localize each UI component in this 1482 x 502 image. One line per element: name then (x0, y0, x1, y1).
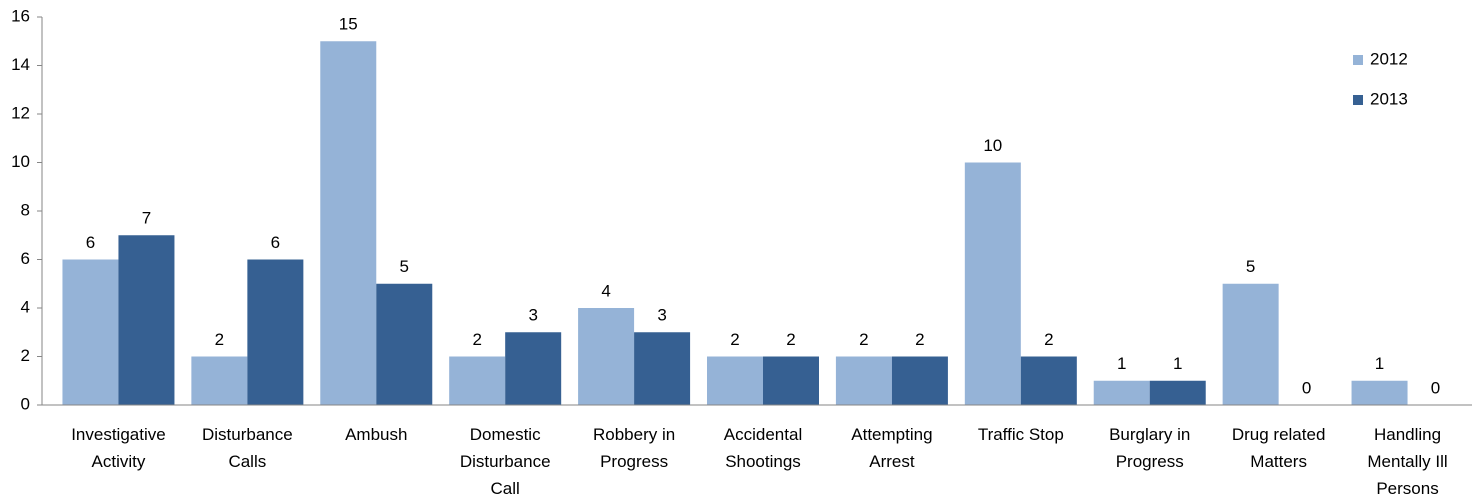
y-tick-label: 14 (11, 55, 30, 74)
data-label: 5 (1246, 257, 1255, 276)
x-tick-label: Domestic Disturbance Call (459, 425, 551, 498)
data-label: 4 (601, 281, 610, 300)
data-label: 6 (271, 233, 280, 252)
bar (1351, 380, 1408, 405)
data-label: 1 (1117, 354, 1126, 373)
data-label: 1 (1375, 354, 1384, 373)
bar (118, 235, 175, 405)
data-label: 5 (400, 257, 409, 276)
data-label: 10 (983, 136, 1002, 155)
x-tick-label: Attempting Arrest (851, 425, 933, 471)
x-tick-label: Traffic Stop (977, 425, 1064, 444)
y-tick-label: 4 (21, 297, 30, 316)
x-tick-label: Disturbance Calls (202, 425, 293, 471)
data-label: 7 (142, 209, 151, 228)
data-label: 2 (215, 330, 224, 349)
bar (964, 162, 1021, 405)
bar (247, 259, 304, 405)
x-tick-label: Investigative Activity (71, 425, 166, 471)
data-label: 2 (730, 330, 739, 349)
x-tick-label: Drug related Matters (1231, 425, 1326, 471)
bar (634, 332, 691, 405)
bar (707, 356, 763, 405)
data-label: 2 (915, 330, 924, 349)
data-label: 2 (786, 330, 795, 349)
y-tick-label: 0 (21, 394, 30, 413)
x-tick-label: Handling Mentally Ill Persons (1367, 425, 1448, 498)
y-tick-label: 16 (11, 6, 30, 25)
data-label: 1 (1173, 354, 1182, 373)
data-label: 3 (657, 306, 666, 325)
bar (891, 356, 948, 405)
legend-label: 2013 (1370, 89, 1408, 108)
bar (191, 356, 248, 405)
bar (1222, 283, 1279, 405)
y-tick-label: 10 (11, 152, 30, 171)
x-tick-label: Robbery in Progress (592, 425, 676, 471)
x-tick-label: Accidental Shootings (723, 425, 803, 471)
bar (1149, 380, 1206, 405)
y-tick-label: 2 (21, 346, 30, 365)
bar (763, 356, 819, 405)
bar (376, 283, 433, 405)
bar (62, 259, 119, 405)
data-label: 2 (859, 330, 868, 349)
legend-swatch (1353, 95, 1363, 105)
x-tick-label: Burglary in Progress (1109, 425, 1191, 471)
data-label: 2 (1044, 330, 1053, 349)
bar (578, 308, 635, 405)
legend-label: 2012 (1370, 49, 1408, 68)
bar (1093, 380, 1150, 405)
bar (1020, 356, 1077, 405)
bar (449, 356, 506, 405)
data-label: 15 (339, 15, 358, 34)
bar (505, 332, 562, 405)
data-label: 6 (86, 233, 95, 252)
y-tick-label: 8 (21, 200, 30, 219)
data-label: 2 (472, 330, 481, 349)
data-label: 0 (1302, 378, 1311, 397)
x-tick-label: Ambush (345, 425, 408, 444)
bar (320, 41, 377, 405)
data-label: 3 (528, 306, 537, 325)
legend-swatch (1353, 55, 1363, 65)
y-tick-label: 6 (21, 249, 30, 268)
data-label: 0 (1431, 378, 1440, 397)
y-tick-label: 12 (11, 103, 30, 122)
bar (835, 356, 892, 405)
